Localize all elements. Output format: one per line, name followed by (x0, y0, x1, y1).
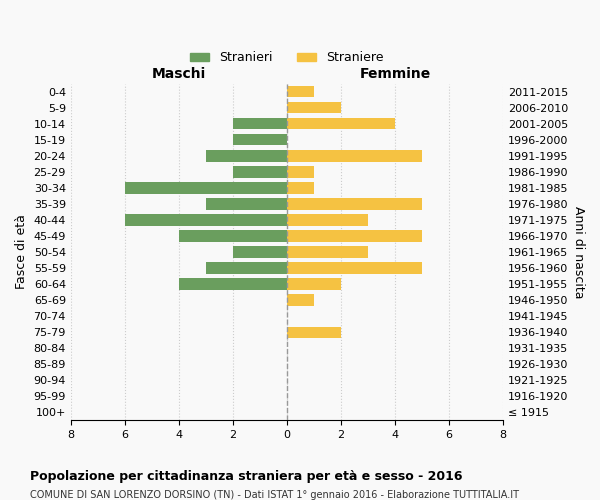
Bar (233, 118, 287, 130)
Bar (287, 262, 422, 274)
Bar (287, 118, 395, 130)
Bar (125, 214, 287, 226)
Bar (287, 278, 341, 289)
Bar (233, 246, 287, 258)
Bar (287, 86, 314, 98)
Bar (287, 150, 422, 162)
Y-axis label: Anni di nascita: Anni di nascita (572, 206, 585, 298)
Y-axis label: Fasce di età: Fasce di età (15, 214, 28, 290)
Bar (287, 230, 422, 241)
Bar (179, 230, 287, 241)
Bar (206, 198, 287, 209)
Bar (287, 198, 422, 209)
Bar (287, 326, 341, 338)
Bar (206, 262, 287, 274)
Bar (287, 214, 368, 226)
Text: Popolazione per cittadinanza straniera per età e sesso - 2016: Popolazione per cittadinanza straniera p… (30, 470, 463, 483)
Bar (125, 182, 287, 194)
Bar (287, 102, 341, 114)
Bar (287, 166, 314, 177)
Bar (287, 246, 368, 258)
Bar (233, 134, 287, 145)
Bar (287, 294, 314, 306)
Bar (287, 182, 314, 194)
Bar (233, 166, 287, 177)
Text: COMUNE DI SAN LORENZO DORSINO (TN) - Dati ISTAT 1° gennaio 2016 - Elaborazione T: COMUNE DI SAN LORENZO DORSINO (TN) - Dat… (30, 490, 519, 500)
Legend: Stranieri, Straniere: Stranieri, Straniere (185, 46, 389, 70)
Text: Maschi: Maschi (152, 66, 206, 80)
Bar (179, 278, 287, 289)
Bar (206, 150, 287, 162)
Text: Femmine: Femmine (359, 66, 431, 80)
